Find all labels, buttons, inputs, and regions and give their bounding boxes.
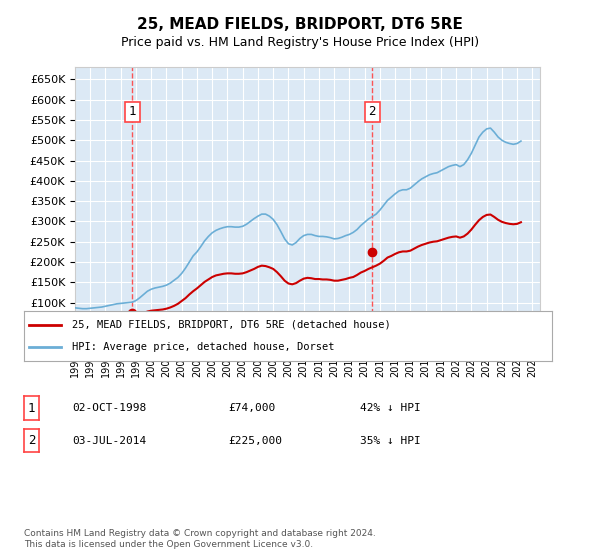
Text: 42% ↓ HPI: 42% ↓ HPI: [360, 403, 421, 413]
Text: 03-JUL-2014: 03-JUL-2014: [72, 436, 146, 446]
Text: 25, MEAD FIELDS, BRIDPORT, DT6 5RE (detached house): 25, MEAD FIELDS, BRIDPORT, DT6 5RE (deta…: [71, 320, 390, 330]
Text: 35% ↓ HPI: 35% ↓ HPI: [360, 436, 421, 446]
Text: Contains HM Land Registry data © Crown copyright and database right 2024.
This d: Contains HM Land Registry data © Crown c…: [24, 529, 376, 549]
Text: 02-OCT-1998: 02-OCT-1998: [72, 403, 146, 413]
Text: £225,000: £225,000: [228, 436, 282, 446]
Text: 1: 1: [28, 402, 35, 415]
Text: Price paid vs. HM Land Registry's House Price Index (HPI): Price paid vs. HM Land Registry's House …: [121, 36, 479, 49]
Text: 2: 2: [368, 105, 376, 118]
Text: £74,000: £74,000: [228, 403, 275, 413]
Text: HPI: Average price, detached house, Dorset: HPI: Average price, detached house, Dors…: [71, 342, 334, 352]
Text: 2: 2: [28, 434, 35, 447]
Text: 25, MEAD FIELDS, BRIDPORT, DT6 5RE: 25, MEAD FIELDS, BRIDPORT, DT6 5RE: [137, 17, 463, 32]
Text: 1: 1: [128, 105, 136, 118]
